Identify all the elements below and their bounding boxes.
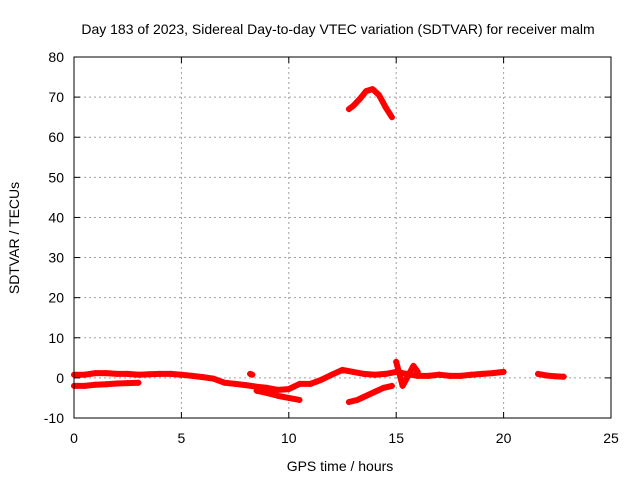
x-tick-label: 10: [281, 430, 297, 446]
x-axis-label: GPS time / hours: [287, 458, 394, 474]
y-tick-label: 0: [56, 370, 64, 386]
y-tick-label: 10: [48, 330, 64, 346]
y-tick-label: 50: [48, 169, 64, 185]
chart-background: [0, 0, 640, 480]
y-tick-label: 70: [48, 89, 64, 105]
sdtvar-chart: Day 183 of 2023, Sidereal Day-to-day VTE…: [0, 0, 640, 480]
x-tick-label: 20: [496, 430, 512, 446]
y-axis-label: SDTVAR / TECUs: [6, 182, 22, 294]
chart-title: Day 183 of 2023, Sidereal Day-to-day VTE…: [81, 21, 594, 37]
x-tick-label: 15: [388, 430, 404, 446]
y-tick-label: -10: [44, 410, 64, 426]
x-tick-label: 5: [178, 430, 186, 446]
series-trace: [538, 374, 564, 377]
y-tick-label: 40: [48, 209, 64, 225]
y-tick-label: 20: [48, 290, 64, 306]
x-tick-label: 25: [603, 430, 619, 446]
x-tick-label: 0: [70, 430, 78, 446]
y-tick-label: 80: [48, 49, 64, 65]
y-tick-label: 30: [48, 250, 64, 266]
y-tick-label: 60: [48, 129, 64, 145]
